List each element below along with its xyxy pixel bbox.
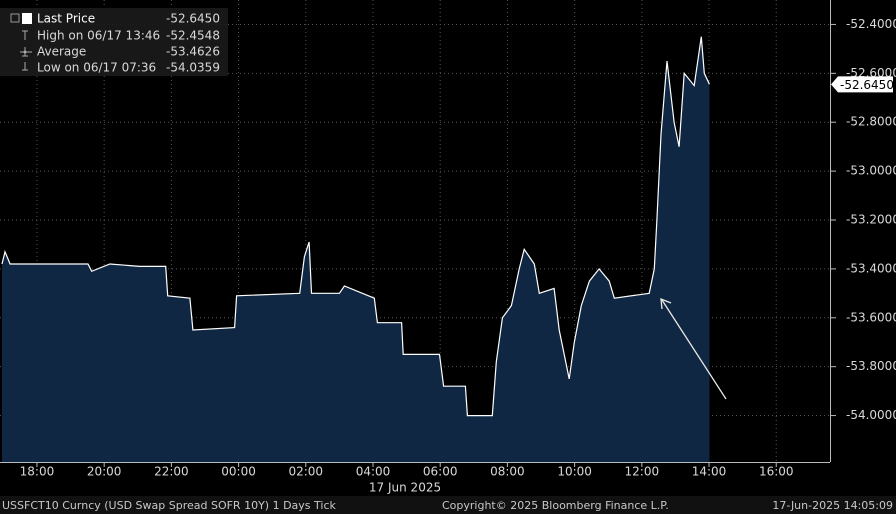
legend-label: Last Price <box>37 12 95 26</box>
footer-bar <box>0 496 896 514</box>
legend-label: High on 06/17 13:46 <box>37 29 160 43</box>
x-tick-label: 16:00 <box>759 465 794 479</box>
footer-right: 17-Jun-2025 14:05:09 <box>772 499 893 512</box>
x-tick-label: 06:00 <box>423 465 458 479</box>
legend-icons <box>20 30 32 57</box>
x-tick-label: 18:00 <box>20 465 55 479</box>
y-tick-label: -54.0000 <box>846 408 896 422</box>
last-price-tag <box>831 76 893 93</box>
x-tick-label: 22:00 <box>154 465 189 479</box>
footer: USSFCT10 Curncy (USD Swap Spread SOFR 10… <box>0 496 896 514</box>
legend-value: -54.0359 <box>166 61 220 75</box>
price-line <box>1 36 710 417</box>
legend-label: Low on 06/17 07:36 <box>37 61 156 75</box>
y-tick-label: -53.2000 <box>846 213 896 227</box>
x-tick-label: 08:00 <box>490 465 525 479</box>
legend-value: -52.4548 <box>166 29 220 43</box>
arrow-head <box>660 297 672 310</box>
x-tick-label: 14:00 <box>692 465 727 479</box>
legend-box <box>0 8 228 76</box>
x-tick-label: 02:00 <box>288 465 323 479</box>
area-fill <box>2 36 710 462</box>
y-tick-label: -52.4000 <box>846 17 896 31</box>
x-tick-label: 00:00 <box>221 465 256 479</box>
y-tick-label: -52.8000 <box>846 115 896 129</box>
y-tick-label: -53.0000 <box>846 164 896 178</box>
legend-icon <box>23 50 27 54</box>
x-tick-label: 20:00 <box>87 465 122 479</box>
y-tick-label: -53.6000 <box>846 310 896 324</box>
legend-icon <box>22 62 28 71</box>
last-price-label: -52.6450 <box>840 78 894 92</box>
legend-toggle[interactable] <box>10 13 20 23</box>
legend-value: -52.6450 <box>166 12 220 26</box>
legend-swatch <box>22 13 32 24</box>
legend-label: Average <box>37 45 86 59</box>
plot <box>0 0 830 462</box>
x-tick-label: 12:00 <box>625 465 660 479</box>
footer-left: USSFCT10 Curncy (USD Swap Spread SOFR 10… <box>2 499 337 512</box>
x-tick-label: 04:00 <box>356 465 391 479</box>
x-axis-label: 17 Jun 2025 <box>369 481 441 495</box>
legend: Last Price -52.6450 High on 06/17 13:46 -52… <box>0 8 228 76</box>
legend-value: -53.4626 <box>166 45 220 59</box>
x-tick-label: 10:00 <box>557 465 592 479</box>
annotation-arrow <box>661 299 727 400</box>
footer-center: Copyright© 2025 Bloomberg Finance L.P. <box>442 499 669 512</box>
y-tick-label: -53.8000 <box>846 359 896 373</box>
y-tick-label: -53.4000 <box>846 261 896 275</box>
